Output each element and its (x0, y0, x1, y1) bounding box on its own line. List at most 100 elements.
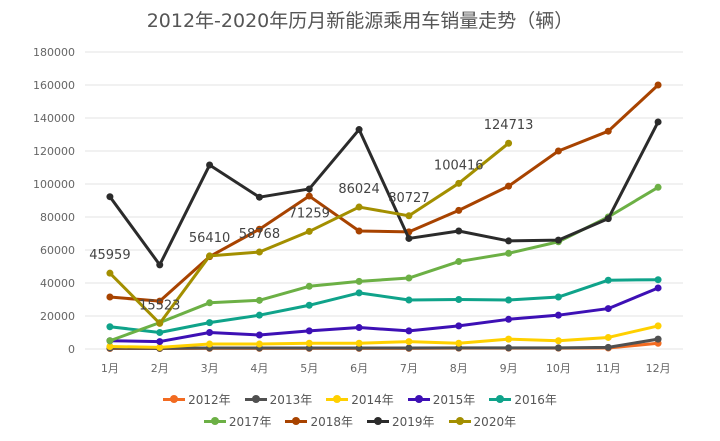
data-point (206, 161, 214, 169)
data-point (455, 227, 463, 235)
legend-item[interactable]: 2013年 (244, 391, 313, 408)
data-point (654, 118, 662, 126)
data-point (305, 192, 313, 200)
y-tick-label: 20000 (40, 310, 75, 323)
series-line-2015年 (109, 286, 659, 344)
data-point (156, 338, 164, 346)
data-point (255, 193, 263, 201)
data-point (355, 227, 363, 235)
data-point (106, 343, 114, 351)
data-point (455, 296, 463, 303)
data-point (455, 258, 463, 266)
series-line-2018年 (109, 83, 660, 303)
data-point (654, 81, 662, 89)
data-point (106, 193, 114, 201)
data-point (106, 323, 114, 331)
legend-label: 2013年 (269, 392, 313, 407)
data-point (255, 331, 263, 339)
y-tick-label: 120000 (33, 145, 75, 158)
y-tick-label: 180000 (33, 46, 75, 59)
data-label: 71259 (289, 206, 330, 221)
legend-swatch (285, 416, 308, 425)
legend-label: 2016年 (514, 392, 557, 407)
legend-item[interactable]: 2014年 (326, 391, 394, 408)
legend-item[interactable]: 2016年 (489, 391, 557, 408)
data-point (206, 340, 214, 348)
x-tick-label: 2月 (151, 362, 169, 375)
y-tick-label: 140000 (33, 112, 75, 125)
data-point (106, 293, 114, 301)
data-point (405, 212, 413, 220)
series-line-2014年 (109, 324, 659, 349)
data-point (355, 289, 363, 297)
data-point (505, 249, 513, 257)
x-tick-label: 1月 (101, 362, 119, 375)
legend-label: 2020年 (473, 414, 517, 429)
data-label: 100416 (434, 158, 484, 173)
y-tick-label: 160000 (33, 79, 75, 92)
data-point (305, 344, 313, 352)
legend-item[interactable]: 2012年 (163, 391, 231, 408)
legend-label: 2019年 (392, 414, 435, 429)
series-line-2019年 (108, 121, 660, 267)
legend-swatch (367, 416, 389, 425)
data-point (405, 234, 413, 242)
x-tick-label: 6月 (350, 362, 368, 375)
data-point (255, 248, 263, 256)
y-tick-label: 0 (68, 343, 75, 356)
data-point (505, 335, 513, 343)
legend-item[interactable]: 2019年 (367, 413, 435, 430)
x-tick-label: 8月 (450, 362, 468, 375)
data-point (405, 338, 413, 346)
x-tick-label: 10月 (546, 362, 571, 375)
legend-swatch (244, 394, 267, 403)
data-point (654, 322, 662, 330)
data-point (405, 344, 413, 352)
legend-item[interactable]: 2018年 (285, 413, 353, 430)
x-tick-label: 3月 (201, 362, 219, 375)
data-point (355, 324, 363, 332)
legend-swatch (489, 394, 512, 403)
data-label: 15523 (139, 298, 180, 313)
data-point (106, 337, 114, 345)
y-tick-label: 80000 (40, 211, 75, 224)
legend-swatch (326, 394, 349, 403)
y-tick-label: 60000 (40, 244, 75, 257)
data-point (554, 293, 562, 301)
legend-label: 2015年 (432, 392, 476, 407)
data-point (156, 319, 164, 327)
data-label: 80727 (388, 191, 429, 206)
legend-item[interactable]: 2017年 (203, 413, 272, 430)
data-point (554, 311, 562, 319)
y-tick-label: 40000 (40, 277, 75, 290)
data-point (156, 329, 164, 336)
data-point (505, 344, 513, 352)
data-point (206, 319, 214, 327)
x-tick-label: 7月 (400, 362, 418, 375)
legend-item[interactable]: 2020年 (448, 413, 517, 430)
legend-item[interactable]: 2015年 (407, 391, 476, 408)
data-point (355, 126, 363, 134)
legend-label: 2017年 (228, 414, 272, 429)
legend-swatch (203, 416, 226, 425)
data-point (604, 305, 612, 313)
data-label: 58768 (239, 227, 280, 242)
data-point (206, 329, 214, 336)
data-point (206, 252, 214, 260)
data-point (206, 299, 214, 307)
data-point (604, 333, 612, 341)
data-point (305, 185, 313, 193)
data-point (405, 296, 413, 304)
data-point (455, 322, 463, 330)
legend-label: 2012年 (188, 392, 231, 407)
data-point (405, 274, 413, 282)
legend-label: 2018年 (310, 414, 353, 429)
data-point (156, 343, 164, 351)
data-point (305, 327, 313, 335)
legend: 2012年 2013年 2014年 2015年 2016年 2017年 2018年 2019年… (0, 388, 720, 432)
data-point (554, 344, 562, 352)
data-point (654, 183, 662, 191)
data-label: 124713 (484, 118, 534, 133)
data-point (654, 284, 662, 292)
